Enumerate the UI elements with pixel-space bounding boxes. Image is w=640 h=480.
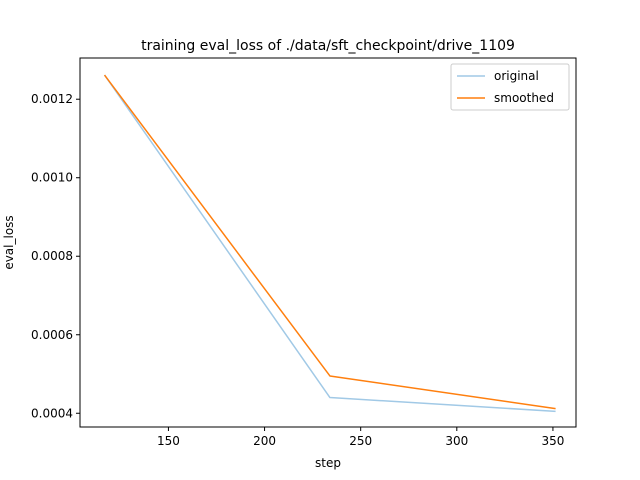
x-axis: 150 200 250 300 350	[157, 427, 564, 448]
y-tick-label: 0.0010	[31, 171, 73, 185]
series-layer	[103, 74, 556, 413]
legend-label-smoothed: smoothed	[494, 91, 554, 105]
y-axis-label: eval_loss	[2, 215, 16, 269]
y-tick-label: 0.0008	[31, 249, 73, 263]
series-line-original	[103, 74, 556, 413]
legend-label-original: original	[494, 69, 539, 83]
x-tick-label: 300	[445, 434, 468, 448]
x-tick-label: 200	[253, 434, 276, 448]
series-line-smoothed	[103, 74, 556, 410]
x-tick-label: 150	[157, 434, 180, 448]
y-tick-label: 0.0004	[31, 406, 73, 420]
y-tick-label: 0.0006	[31, 328, 73, 342]
x-axis-label: step	[315, 456, 341, 470]
y-axis: 0.0004 0.0006 0.0008 0.0010 0.0012	[31, 92, 80, 420]
x-tick-label: 250	[349, 434, 372, 448]
chart-title: training eval_loss of ./data/sft_checkpo…	[141, 38, 515, 54]
x-tick-label: 350	[541, 434, 564, 448]
y-tick-label: 0.0012	[31, 92, 73, 106]
plot-frame	[79, 57, 577, 428]
legend: original smoothed	[450, 63, 570, 111]
